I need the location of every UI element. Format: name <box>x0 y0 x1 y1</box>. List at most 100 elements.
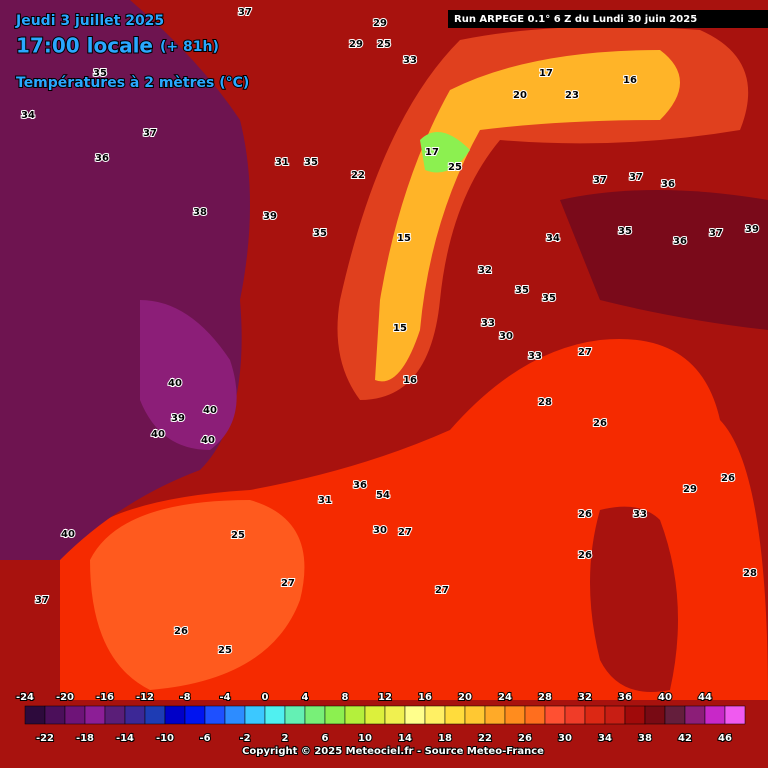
scale-cell <box>544 705 566 725</box>
scale-cell <box>124 705 146 725</box>
temperature-label: 39 <box>171 413 185 424</box>
temperature-label: 38 <box>193 207 207 218</box>
temperature-label: 15 <box>397 233 411 244</box>
temperature-label: 35 <box>515 285 529 296</box>
scale-label: 42 <box>678 733 692 744</box>
temperature-label: 54 <box>376 490 390 501</box>
temperature-label: 36 <box>673 236 687 247</box>
temperature-label: 23 <box>565 90 579 101</box>
scale-label: 26 <box>518 733 532 744</box>
scale-cell <box>684 705 706 725</box>
scale-label: 44 <box>698 692 712 703</box>
scale-cell <box>24 705 46 725</box>
scale-cell <box>644 705 666 725</box>
scale-label: 36 <box>618 692 632 703</box>
temperature-label: 40 <box>61 529 75 540</box>
scale-cell <box>364 705 386 725</box>
scale-cell <box>384 705 406 725</box>
scale-label: 32 <box>578 692 592 703</box>
scale-cell <box>664 705 686 725</box>
temperature-label: 33 <box>633 509 647 520</box>
temperature-label: 22 <box>351 170 365 181</box>
date: Jeudi 3 juillet 2025 <box>15 13 164 29</box>
scale-cell <box>404 705 426 725</box>
scale-label: 2 <box>282 733 289 744</box>
scale-label: 24 <box>498 692 512 703</box>
scale-label: 22 <box>478 733 492 744</box>
temperature-label: 25 <box>377 39 391 50</box>
scale-cell <box>444 705 466 725</box>
copyright: Copyright © 2025 Meteociel.fr - Source M… <box>242 746 544 757</box>
temperature-label: 33 <box>528 351 542 362</box>
labels: 37 29 29 25 35 34 37 36 31 35 33 37 37 36 34 35 36 37 39 38… <box>20 6 760 657</box>
scale-label: 14 <box>398 733 412 744</box>
scale-cell <box>264 705 286 725</box>
temperature-label: 37 <box>35 595 49 606</box>
temperature-label: 37 <box>238 7 252 18</box>
scale-label: 46 <box>718 733 732 744</box>
temperature-label: 29 <box>683 484 697 495</box>
temperature-label: 27 <box>281 578 295 589</box>
scale-label: 10 <box>358 733 372 744</box>
temperature-label: 34 <box>21 110 35 121</box>
temperature-label: 36 <box>353 480 367 491</box>
time: 17:00 locale <box>16 34 153 58</box>
scale-label: -14 <box>116 733 134 744</box>
scale-label: 18 <box>438 733 452 744</box>
scale-cell <box>144 705 166 725</box>
temperature-label: 28 <box>743 568 757 579</box>
scale-label: 38 <box>638 733 652 744</box>
scale-label: -4 <box>219 692 230 703</box>
scale-label: 34 <box>598 733 612 744</box>
temperature-label: 25 <box>231 530 245 541</box>
lead: (+ 81h) <box>160 39 219 55</box>
temperature-label: 29 <box>373 18 387 29</box>
east-land <box>560 190 768 330</box>
scale-label: -8 <box>179 692 190 703</box>
islands <box>590 506 678 692</box>
warm-sea <box>90 500 305 690</box>
temperature-label: 31 <box>275 157 289 168</box>
temperature-label: 27 <box>435 585 449 596</box>
hot-area <box>140 300 237 450</box>
temperature-label: 26 <box>578 509 592 520</box>
scale-cell <box>464 705 486 725</box>
temperature-label: 35 <box>618 226 632 237</box>
temperature-label: 28 <box>538 397 552 408</box>
temperature-label: 37 <box>143 128 157 139</box>
scale-label: -12 <box>136 692 154 703</box>
temperature-label: 16 <box>623 75 637 86</box>
scale-cell <box>584 705 606 725</box>
scale-label: 28 <box>538 692 552 703</box>
scale-cell <box>64 705 86 725</box>
scale-cell <box>564 705 586 725</box>
scale-cell <box>504 705 526 725</box>
scale-cell <box>724 705 746 725</box>
scale-cell <box>624 705 646 725</box>
scale-label: 4 <box>302 692 309 703</box>
scale-cell <box>224 705 246 725</box>
temperature-label: 26 <box>593 418 607 429</box>
scale-cell <box>104 705 126 725</box>
temperature-label: 31 <box>318 495 332 506</box>
scale-cell <box>344 705 366 725</box>
temperature-label: 26 <box>174 626 188 637</box>
scale-label: 30 <box>558 733 572 744</box>
temperature-label: 36 <box>95 153 109 164</box>
temperature-label: 37 <box>629 172 643 183</box>
temperature-label: 34 <box>546 233 560 244</box>
scale-label: -18 <box>76 733 94 744</box>
scale-label: -10 <box>156 733 174 744</box>
temperature-label: 39 <box>263 211 277 222</box>
scale-cell <box>244 705 266 725</box>
temperature-label: 40 <box>168 378 182 389</box>
scale-cell <box>524 705 546 725</box>
temperature-label: 35 <box>542 293 556 304</box>
temperature-label: 30 <box>373 525 387 536</box>
scale-cell <box>604 705 626 725</box>
scale-label: 6 <box>322 733 329 744</box>
temperature-label: 17 <box>425 147 439 158</box>
temperature-label: 25 <box>218 645 232 656</box>
temperature-label: 33 <box>481 318 495 329</box>
temperature-label: 27 <box>398 527 412 538</box>
